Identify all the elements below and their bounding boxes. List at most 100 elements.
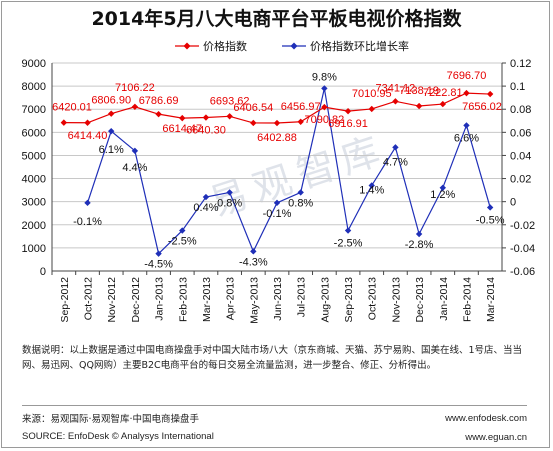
y-left-tick-label: 9000 [22, 58, 46, 70]
growth-data-label: 4.4% [122, 162, 147, 174]
growth-data-label: 0.4% [193, 202, 218, 214]
y-right-tick-label: 0 [510, 197, 516, 209]
growth-point [108, 127, 115, 135]
index-point [179, 114, 186, 122]
x-tick-label: Jul-2013 [296, 277, 308, 317]
index-data-label: 6402.88 [257, 132, 297, 144]
growth-point [486, 204, 494, 211]
growth-point [415, 230, 423, 238]
x-tick-label: Sep-2012 [59, 277, 71, 323]
index-data-label: 7010.95 [352, 88, 392, 100]
footer-divider [22, 405, 527, 406]
y-left-tick-label: 5000 [22, 150, 46, 162]
y-left-tick-label: 2000 [22, 220, 46, 232]
y-right-tick-label: 0.06 [510, 127, 531, 139]
y-right-tick-label: 0.12 [510, 58, 531, 70]
index-point [463, 89, 470, 97]
growth-point [439, 184, 446, 191]
growth-point [131, 147, 139, 155]
index-point [250, 119, 257, 127]
y-right-tick-label: -0.04 [510, 243, 535, 255]
index-point [226, 113, 233, 120]
growth-point [179, 227, 186, 234]
index-point [84, 119, 91, 126]
growth-point [344, 227, 352, 234]
index-point [344, 107, 352, 115]
y-left-tick-label: 1000 [22, 243, 46, 255]
y-left-tick-label: 3000 [22, 197, 46, 209]
index-data-label: 7090.82 [304, 114, 344, 126]
index-data-label: 6456.97 [281, 101, 321, 113]
chart-title: 2014年5月八大电商平台平板电视价格指数 [91, 8, 462, 30]
growth-data-label: -0.1% [263, 208, 292, 220]
index-point [321, 103, 328, 111]
y-left-tick-label: 7000 [22, 104, 46, 116]
index-point [131, 103, 139, 110]
growth-point [250, 248, 257, 255]
growth-data-label: 6.1% [99, 144, 124, 156]
series-line-growth [86, 88, 491, 255]
growth-data-label: 4.7% [383, 156, 408, 168]
index-point [415, 102, 423, 110]
x-tick-label: Mar-2013 [201, 277, 213, 322]
x-tick-label: Aug-2013 [319, 277, 331, 323]
data-note: 数据说明：以上数据是通过中国电商操盘手对中国大陆市场八大（京东商城、天猫、苏宁易… [22, 345, 523, 371]
x-tick-label: Nov-2013 [390, 277, 402, 323]
index-data-label: 6420.01 [52, 102, 92, 114]
y-right-tick-label: -0.06 [510, 266, 535, 278]
growth-point [297, 189, 304, 196]
x-tick-label: Apr-2013 [225, 277, 237, 320]
x-tick-label: Dec-2012 [130, 277, 142, 323]
index-data-label: 6406.54 [233, 102, 273, 114]
website-eguan: www.eguan.cn [465, 432, 527, 443]
index-data-label: 7106.22 [115, 82, 155, 94]
growth-point [368, 182, 375, 189]
source-cn: 来源：易观国际·易观智库·中国电商操盘手 [22, 414, 200, 425]
y-left-tick-label: 4000 [22, 174, 46, 186]
x-tick-label: Jun-2013 [272, 277, 284, 321]
growth-data-label: -0.5% [476, 214, 505, 226]
growth-data-label: 0.8% [217, 197, 242, 209]
growth-point [202, 193, 210, 201]
index-data-label: 6916.91 [328, 118, 368, 130]
x-tick-label: Nov-2012 [106, 277, 118, 323]
growth-point [463, 122, 470, 129]
index-data-label: 6693.62 [210, 95, 250, 107]
index-point [368, 105, 375, 113]
index-data-label: 7138.19 [399, 85, 439, 97]
x-tick-label: Oct-2012 [83, 277, 95, 320]
index-data-label: 7222.81 [423, 87, 463, 99]
index-point [273, 119, 281, 127]
legend-marker-growth [290, 42, 298, 50]
growth-point [392, 144, 399, 151]
legend-marker-index [183, 42, 191, 50]
growth-data-label: -2.8% [405, 239, 434, 251]
x-tick-label: Feb-2013 [177, 277, 189, 322]
growth-point [155, 250, 162, 257]
growth-point [84, 199, 91, 207]
growth-point [273, 199, 281, 207]
growth-point [321, 85, 328, 92]
index-data-label: 6640.30 [186, 125, 226, 137]
growth-data-label: -2.5% [334, 238, 363, 250]
y-right-tick-label: 0.02 [510, 174, 531, 186]
index-point [486, 90, 494, 98]
source-en: SOURCE: EnfoDesk © Analysys Internationa… [22, 431, 214, 442]
index-point [60, 119, 68, 126]
x-tick-label: Feb-2014 [461, 277, 473, 322]
x-tick-label: Oct-2013 [367, 277, 379, 320]
index-point [202, 114, 210, 121]
y-right-tick-label: -0.02 [510, 220, 535, 232]
x-tick-label: Sep-2013 [343, 277, 355, 323]
growth-data-label: -4.5% [144, 259, 173, 271]
index-point [439, 100, 446, 108]
index-data-label: 6614.47 [162, 123, 202, 135]
growth-data-label: -2.5% [168, 236, 197, 248]
y-right-tick-label: 0.08 [510, 104, 531, 116]
growth-data-label: 9.8% [312, 71, 337, 83]
y-left-tick-label: 0 [40, 266, 46, 278]
index-point [392, 98, 399, 105]
growth-data-label: 6.6% [454, 132, 479, 144]
y-left-tick-label: 6000 [22, 127, 46, 139]
